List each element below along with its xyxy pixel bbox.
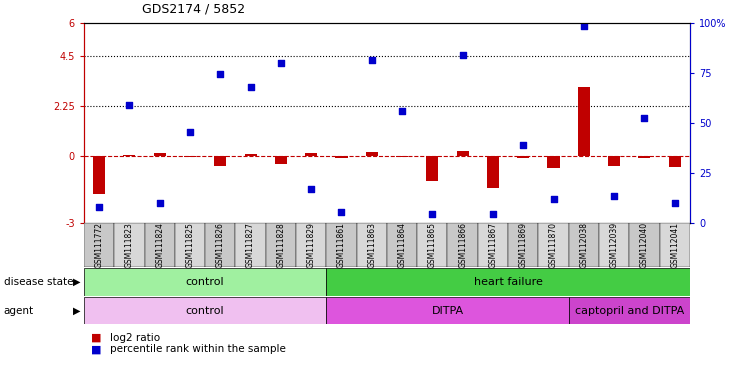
Bar [174, 223, 205, 267]
Text: GSM111866: GSM111866 [458, 222, 467, 268]
Bar [548, 156, 560, 168]
Bar [153, 153, 166, 156]
Bar [569, 223, 599, 267]
Bar [396, 156, 408, 157]
Text: GSM111863: GSM111863 [367, 222, 376, 268]
Bar [84, 297, 326, 324]
Point [426, 211, 438, 217]
Bar [456, 151, 469, 156]
Bar [326, 223, 356, 267]
Bar [669, 156, 681, 167]
Text: GSM112039: GSM112039 [610, 222, 618, 268]
Bar [84, 268, 326, 296]
Text: control: control [186, 306, 224, 316]
Point [245, 84, 256, 91]
Bar [417, 223, 447, 267]
Bar [366, 152, 378, 156]
Bar [123, 155, 136, 156]
Bar [184, 156, 196, 157]
Bar [356, 223, 387, 267]
Point [396, 108, 408, 114]
Bar [508, 223, 538, 267]
Bar [577, 88, 590, 156]
Text: ■: ■ [91, 344, 101, 354]
Point [578, 23, 590, 30]
Bar [517, 156, 529, 158]
Point [93, 204, 105, 210]
Bar [538, 223, 569, 267]
Text: heart failure: heart failure [474, 277, 542, 287]
Point [518, 142, 529, 148]
Text: DITPA: DITPA [431, 306, 464, 316]
Text: GSM111772: GSM111772 [95, 222, 104, 268]
Bar [599, 223, 629, 267]
Text: GSM111826: GSM111826 [216, 222, 225, 268]
Text: GSM111824: GSM111824 [155, 222, 164, 268]
Bar [266, 223, 296, 267]
Text: captopril and DITPA: captopril and DITPA [575, 306, 684, 316]
Text: GSM111864: GSM111864 [398, 222, 407, 268]
Text: GSM111828: GSM111828 [277, 222, 285, 268]
Bar [659, 223, 690, 267]
Bar [629, 223, 659, 267]
Point [669, 200, 680, 206]
Text: GSM111827: GSM111827 [246, 222, 255, 268]
Text: GSM111865: GSM111865 [428, 222, 437, 268]
Bar [245, 154, 257, 156]
Bar [638, 156, 650, 158]
Text: log2 ratio: log2 ratio [110, 333, 160, 343]
Bar [487, 156, 499, 188]
Text: disease state: disease state [4, 277, 73, 287]
Point [123, 102, 135, 108]
Bar [305, 153, 318, 156]
Bar [235, 223, 266, 267]
Text: GSM111823: GSM111823 [125, 222, 134, 268]
Text: GSM111870: GSM111870 [549, 222, 558, 268]
Bar [274, 156, 287, 164]
Point [487, 211, 499, 217]
Bar [205, 223, 235, 267]
Text: GSM111829: GSM111829 [307, 222, 315, 268]
Point [336, 209, 347, 215]
Bar [477, 223, 508, 267]
Text: GSM112038: GSM112038 [580, 222, 588, 268]
Point [154, 200, 166, 206]
Bar [326, 268, 690, 296]
Text: GSM111867: GSM111867 [488, 222, 497, 268]
Bar [569, 297, 690, 324]
Text: control: control [186, 277, 224, 287]
Point [275, 60, 287, 66]
Bar [335, 156, 347, 158]
Text: GSM111861: GSM111861 [337, 222, 346, 268]
Text: ▶: ▶ [73, 306, 80, 316]
Point [639, 115, 650, 121]
Text: GSM111825: GSM111825 [185, 222, 194, 268]
Point [366, 56, 377, 63]
Bar [326, 297, 569, 324]
Text: GDS2174 / 5852: GDS2174 / 5852 [142, 2, 245, 15]
Point [548, 196, 559, 202]
Bar [296, 223, 326, 267]
Bar [608, 156, 620, 166]
Point [215, 71, 226, 77]
Text: percentile rank within the sample: percentile rank within the sample [110, 344, 285, 354]
Bar [447, 223, 477, 267]
Bar [114, 223, 145, 267]
Text: GSM111869: GSM111869 [519, 222, 528, 268]
Text: ▶: ▶ [73, 277, 80, 287]
Bar [214, 156, 226, 166]
Point [184, 129, 196, 135]
Text: agent: agent [4, 306, 34, 316]
Bar [387, 223, 418, 267]
Bar [426, 156, 439, 180]
Bar [145, 223, 174, 267]
Bar [84, 223, 114, 267]
Point [608, 193, 620, 199]
Text: ■: ■ [91, 333, 101, 343]
Bar [93, 156, 105, 194]
Text: GSM112041: GSM112041 [670, 222, 679, 268]
Text: GSM112040: GSM112040 [640, 222, 649, 268]
Point [457, 52, 469, 58]
Point [305, 186, 317, 192]
